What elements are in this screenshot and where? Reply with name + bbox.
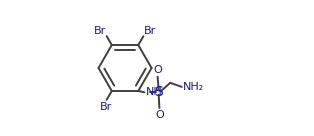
Text: Br: Br [100,102,112,112]
Text: Br: Br [144,26,156,35]
Text: Br: Br [94,26,106,35]
Text: O: O [153,65,162,75]
Text: NH₂: NH₂ [182,82,204,92]
Text: S: S [154,85,163,99]
Text: NH: NH [146,87,163,97]
Text: O: O [155,110,164,120]
